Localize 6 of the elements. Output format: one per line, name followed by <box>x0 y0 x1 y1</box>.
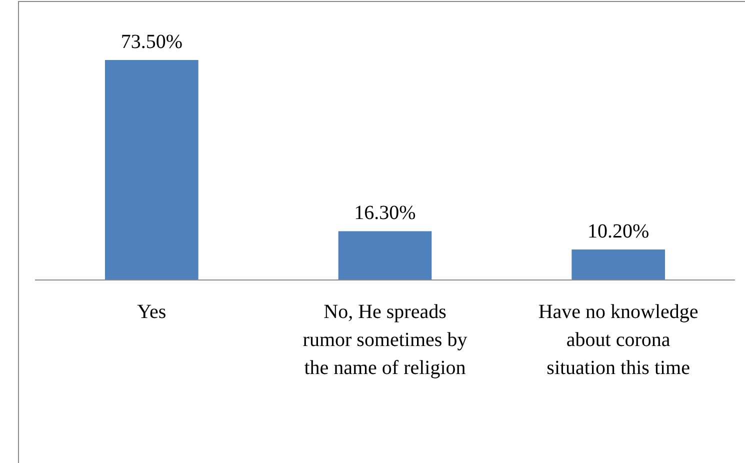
x-tick-label: Yes <box>137 301 166 323</box>
data-label: 10.20% <box>587 220 650 242</box>
data-label: 73.50% <box>120 31 183 53</box>
data-label: 16.30% <box>354 202 416 224</box>
x-tick-label: Have no knowledge about corona situation this time <box>538 301 698 379</box>
x-tick-label: No, He spreads rumor sometimes by the name of religion <box>302 301 468 379</box>
